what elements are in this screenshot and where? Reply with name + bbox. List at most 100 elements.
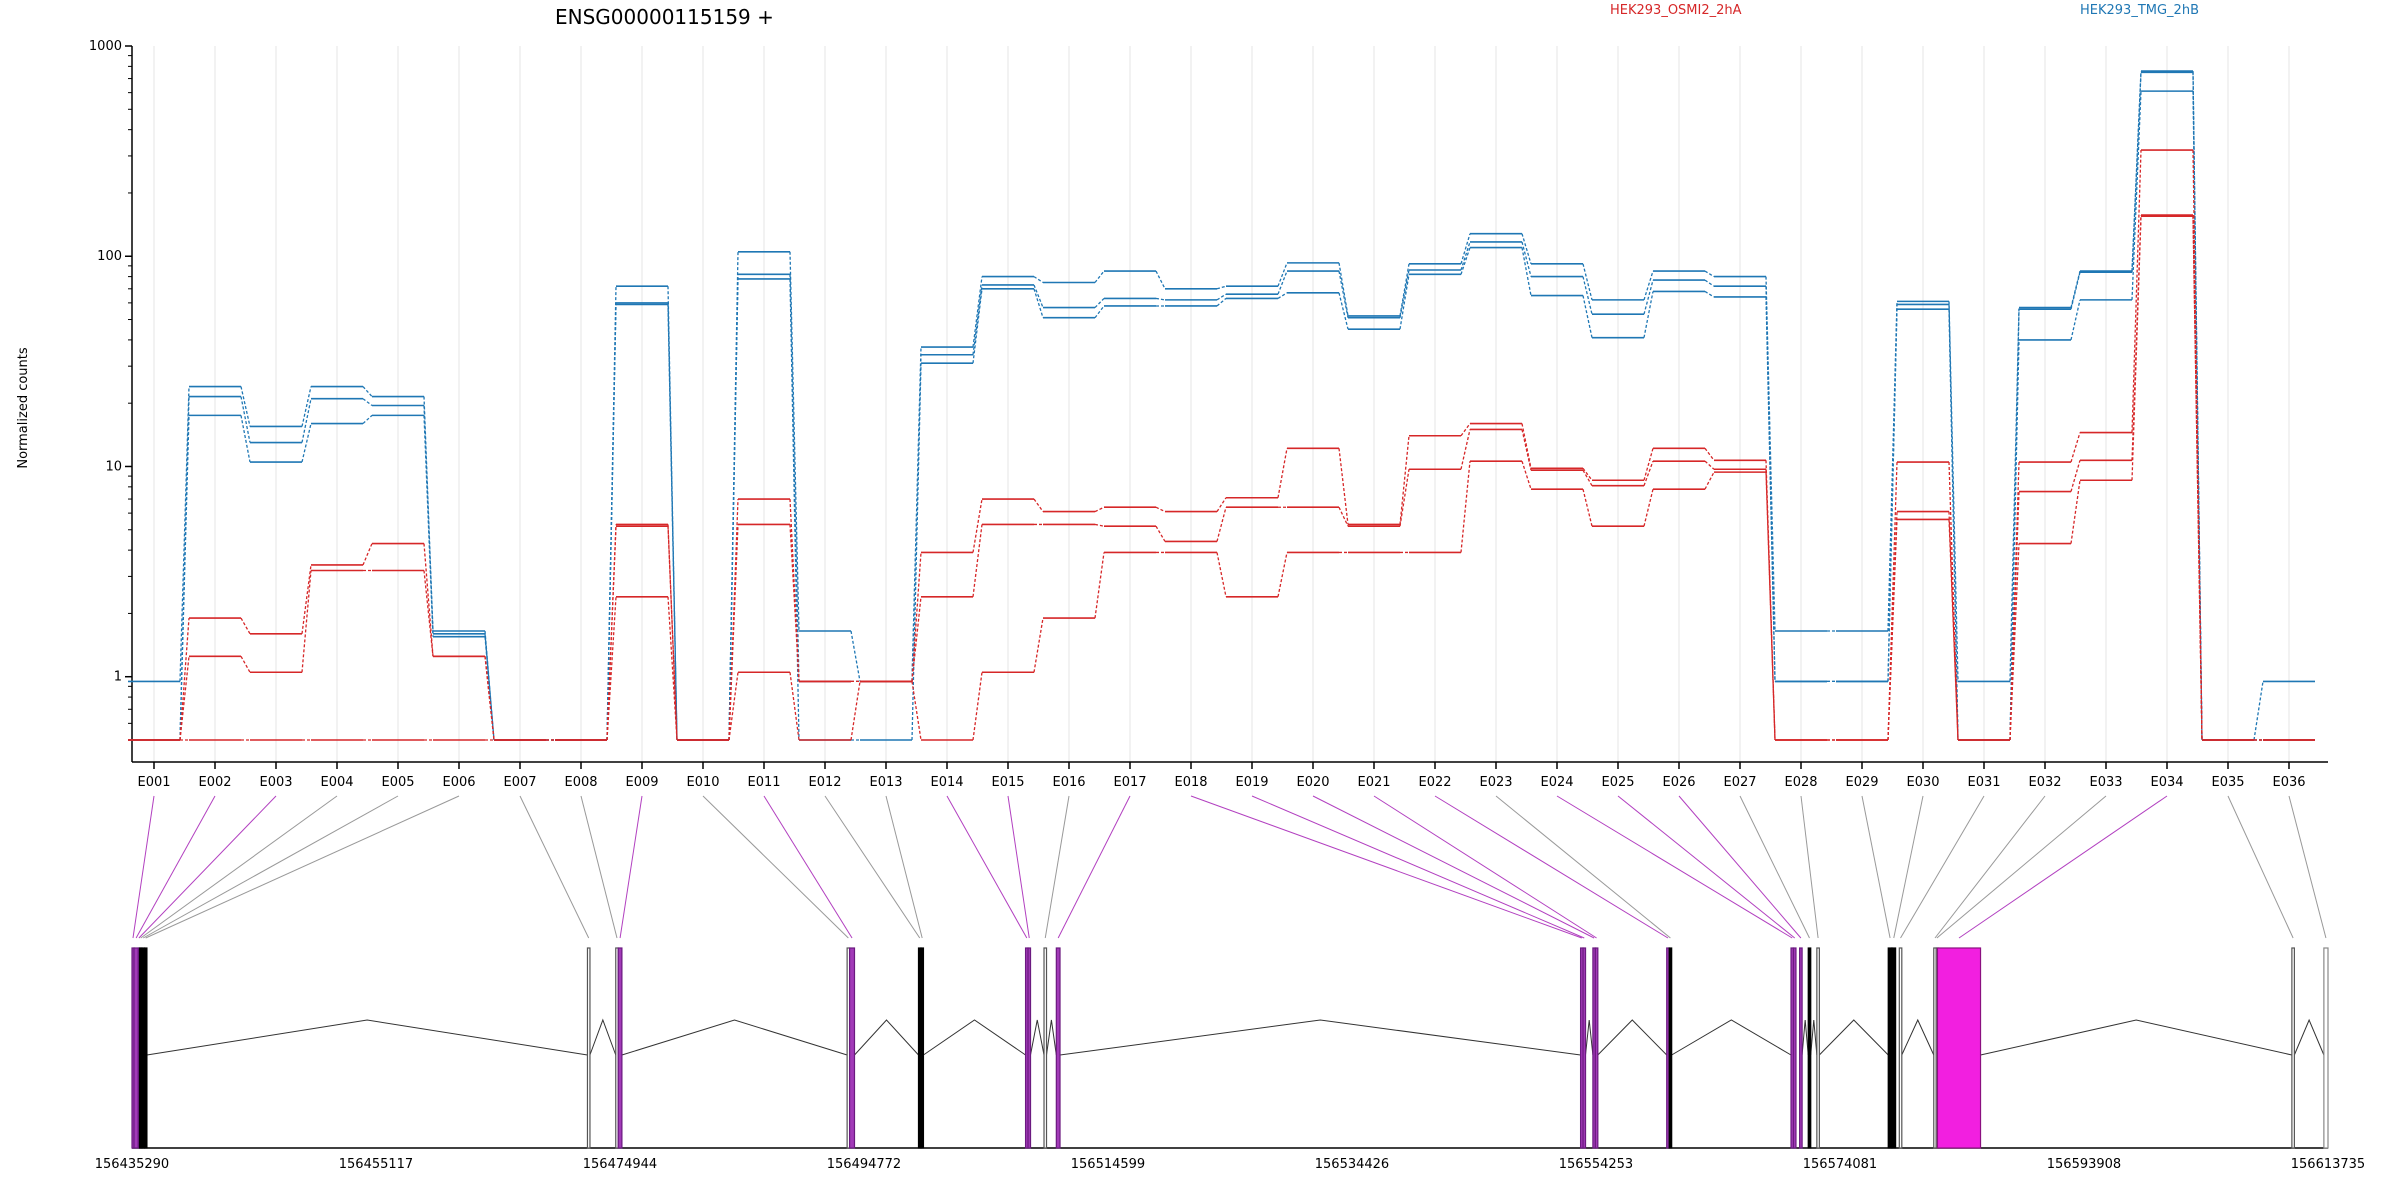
series-connector xyxy=(240,396,251,443)
gene-coordinate-label: 156474944 xyxy=(583,1157,657,1172)
exon-connector xyxy=(1495,795,1671,939)
legend-item-tmg: HEK293_TMG_2hB xyxy=(2080,3,2199,18)
x-tick-label: E027 xyxy=(1723,775,1756,790)
x-tick-label: E023 xyxy=(1479,775,1512,790)
series-connector xyxy=(789,524,800,682)
intron-line xyxy=(2293,1018,2325,1056)
series-connector xyxy=(240,617,251,635)
gene-coordinate-label: 156514599 xyxy=(1071,1157,1145,1172)
x-tick-label: E021 xyxy=(1357,775,1390,790)
gene-coordinate-label: 156494772 xyxy=(827,1157,901,1172)
series-connector xyxy=(1216,507,1227,542)
series-connector xyxy=(1460,241,1471,271)
x-tick-label: E022 xyxy=(1418,775,1451,790)
gene-coordinate-label: 156435290 xyxy=(95,1157,169,1172)
exon-connector xyxy=(1373,795,1597,939)
x-tick-label: E026 xyxy=(1662,775,1695,790)
series-line xyxy=(128,70,2315,741)
exon-connector xyxy=(1934,795,2046,939)
series-connector xyxy=(1582,263,1593,301)
series-connector xyxy=(911,363,922,741)
series-connector xyxy=(1216,297,1227,307)
series-connector xyxy=(972,524,983,597)
intron-line xyxy=(1585,1019,1594,1056)
intron-line xyxy=(146,1019,588,1056)
exon-connector xyxy=(763,795,853,939)
intron-line xyxy=(1818,1019,1889,1056)
series-connector xyxy=(1704,447,1715,461)
series-line xyxy=(128,149,2315,741)
series-connector xyxy=(1216,293,1227,301)
series-connector xyxy=(1094,305,1105,319)
exon-connector xyxy=(135,795,216,939)
series-connector xyxy=(362,398,373,407)
series-connector xyxy=(1216,497,1227,512)
plot-axes: 1 10 100 1000 E001 E002 E003 E004 E005 E006 E007 E0… xyxy=(89,39,2328,790)
exon-connector xyxy=(1057,795,1131,939)
series-connector xyxy=(240,386,251,427)
exon-connector xyxy=(140,795,338,939)
series-lines xyxy=(128,70,2315,741)
series-connector xyxy=(1338,448,1349,525)
series-connector xyxy=(972,498,983,553)
x-tick-label: E010 xyxy=(686,775,719,790)
exon-box xyxy=(1043,947,1048,1149)
series-connector xyxy=(362,543,373,566)
series-connector xyxy=(1094,523,1105,527)
x-tick-label: E002 xyxy=(198,775,231,790)
series-connector xyxy=(1094,297,1105,309)
series-connector xyxy=(179,386,190,682)
series-connector xyxy=(1582,469,1593,487)
exon-box xyxy=(143,947,148,1149)
series-connector xyxy=(1155,297,1166,301)
series-connector xyxy=(1765,296,1776,682)
x-tick-label: E013 xyxy=(869,775,902,790)
exon-connector xyxy=(2288,795,2327,939)
exon-connector xyxy=(1434,795,1669,939)
x-tick-label: E014 xyxy=(930,775,963,790)
exon-connector xyxy=(142,795,399,939)
y-tick-label: 1000 xyxy=(89,39,122,54)
series-connector xyxy=(1033,618,1044,673)
series-connector xyxy=(1094,552,1105,619)
x-tick-label: E035 xyxy=(2211,775,2244,790)
x-tick-label: E019 xyxy=(1235,775,1268,790)
gene-coordinate-label: 156574081 xyxy=(1803,1157,1877,1172)
series-connector xyxy=(1582,467,1593,481)
exon-connector xyxy=(138,795,277,939)
series-connector xyxy=(1277,552,1288,597)
series-connector xyxy=(1521,423,1532,469)
x-tick-label: E009 xyxy=(625,775,658,790)
series-connector xyxy=(1155,525,1166,542)
exon-connector xyxy=(132,795,155,939)
exon-box xyxy=(1027,947,1032,1149)
gene-coordinate-label: 156534426 xyxy=(1315,1157,1389,1172)
series-connector xyxy=(1643,279,1654,315)
x-tick-label: E025 xyxy=(1601,775,1634,790)
series-connector xyxy=(2070,299,2081,341)
series-connector xyxy=(789,672,800,741)
series-connector xyxy=(1277,292,1288,299)
series-connector xyxy=(1948,309,1959,741)
exon-box xyxy=(1792,947,1797,1149)
intron-line xyxy=(1901,1018,1935,1056)
series-connector xyxy=(1643,460,1654,486)
series-connector xyxy=(301,398,312,443)
exon-connector xyxy=(519,795,590,939)
intron-line xyxy=(589,1018,617,1056)
series-connector xyxy=(1887,519,1898,741)
y-tick-label: 1 xyxy=(114,670,122,685)
exon-box xyxy=(133,947,139,1149)
exon-connector xyxy=(1861,795,1891,939)
series-connector xyxy=(728,672,739,741)
exon-box xyxy=(617,947,623,1149)
series-connector xyxy=(240,656,251,673)
grid-lines xyxy=(153,46,2290,762)
series-connector xyxy=(1948,519,1959,741)
series-connector xyxy=(728,278,739,741)
exon-connector-lines xyxy=(132,795,2327,939)
exon-connector xyxy=(1556,795,1793,939)
series-connector xyxy=(1094,270,1105,283)
intron-line xyxy=(1045,1019,1057,1056)
